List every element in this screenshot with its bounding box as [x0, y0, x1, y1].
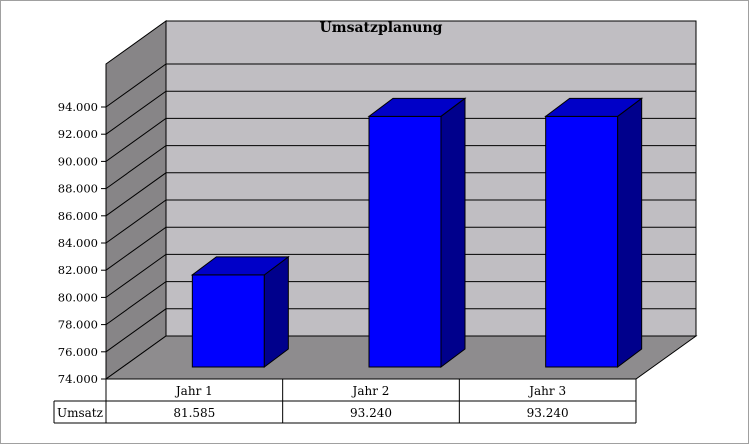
bar — [545, 115, 619, 368]
bar-top — [367, 97, 467, 117]
value-label: 93.240 — [350, 406, 392, 420]
y-tick-label: 84.000 — [58, 236, 98, 250]
gridline — [105, 226, 696, 271]
gridline — [105, 172, 696, 217]
y-tick-label: 90.000 — [58, 154, 98, 168]
gridline — [105, 308, 696, 353]
bar — [191, 274, 265, 368]
bar-top — [544, 97, 644, 117]
gridline — [105, 90, 696, 135]
gridline — [105, 145, 696, 190]
value-label: 81.585 — [173, 406, 215, 420]
gridline — [105, 199, 696, 244]
bar-side — [440, 97, 466, 368]
side-wall — [105, 20, 167, 380]
gridline — [105, 253, 696, 298]
bar-side — [617, 97, 643, 368]
y-tick-label: 74.000 — [58, 372, 98, 386]
gridline — [105, 63, 696, 108]
category-label: Jahr 3 — [527, 384, 566, 398]
bar — [368, 115, 442, 368]
gridline — [105, 281, 696, 326]
y-tick-label: 94.000 — [58, 100, 98, 114]
bar-side — [263, 255, 289, 368]
chart-title: Umsatzplanung — [320, 20, 443, 36]
y-tick-label: 80.000 — [58, 290, 98, 304]
y-tick-label: 88.000 — [58, 182, 98, 196]
category-label: Jahr 2 — [351, 384, 390, 398]
y-tick-label: 92.000 — [58, 127, 98, 141]
category-label: Jahr 1 — [174, 384, 213, 398]
bar-top — [190, 256, 290, 276]
series-label: Umsatz — [57, 406, 103, 420]
gridline — [105, 117, 696, 162]
y-tick-label: 82.000 — [58, 263, 98, 277]
value-label: 93.240 — [527, 406, 569, 420]
y-tick-label: 76.000 — [58, 345, 98, 359]
y-tick-label: 78.000 — [58, 318, 98, 332]
y-tick-label: 86.000 — [58, 209, 98, 223]
